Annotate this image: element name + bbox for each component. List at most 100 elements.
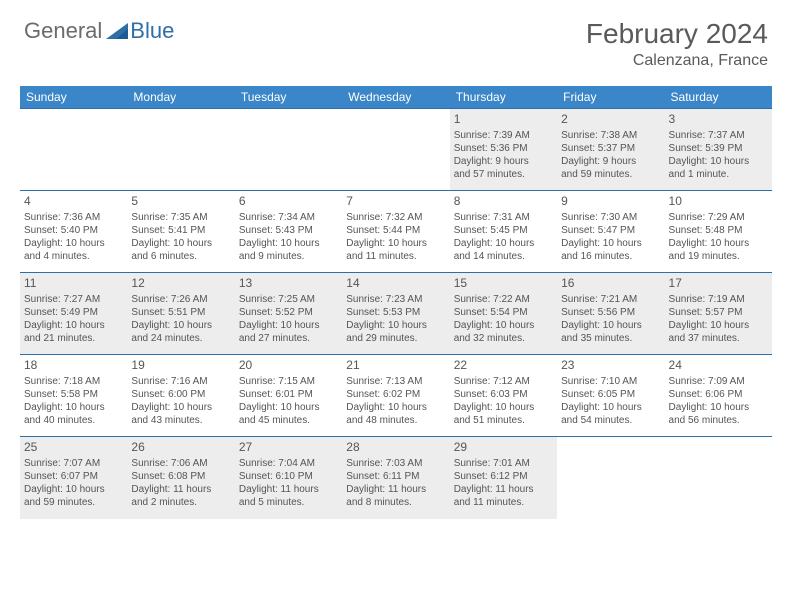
day-header: Wednesday [342,86,449,109]
title-block: February 2024 Calenzana, France [586,18,768,70]
calendar-day-cell: 14Sunrise: 7:23 AMSunset: 5:53 PMDayligh… [342,273,449,355]
sunrise-text: Sunrise: 7:16 AM [131,375,230,388]
day-number: 16 [561,276,660,292]
day-number: 4 [24,194,123,210]
daylight-text: Daylight: 10 hours [131,237,230,250]
calendar-day-cell: 27Sunrise: 7:04 AMSunset: 6:10 PMDayligh… [235,437,342,519]
daylight-text: Daylight: 10 hours [131,401,230,414]
calendar-day-cell: 4Sunrise: 7:36 AMSunset: 5:40 PMDaylight… [20,191,127,273]
day-header: Sunday [20,86,127,109]
sunset-text: Sunset: 5:36 PM [454,142,553,155]
daylight-text: Daylight: 10 hours [454,401,553,414]
calendar-day-cell [127,109,234,191]
daylight-text: Daylight: 9 hours [454,155,553,168]
calendar-day-cell: 18Sunrise: 7:18 AMSunset: 5:58 PMDayligh… [20,355,127,437]
daylight-text: Daylight: 10 hours [346,401,445,414]
sunrise-text: Sunrise: 7:30 AM [561,211,660,224]
calendar-day-cell: 25Sunrise: 7:07 AMSunset: 6:07 PMDayligh… [20,437,127,519]
sunrise-text: Sunrise: 7:35 AM [131,211,230,224]
daylight-text: Daylight: 11 hours [346,483,445,496]
sunset-text: Sunset: 5:44 PM [346,224,445,237]
day-number: 19 [131,358,230,374]
daylight-text: and 24 minutes. [131,332,230,345]
calendar-day-cell: 3Sunrise: 7:37 AMSunset: 5:39 PMDaylight… [665,109,772,191]
day-number: 3 [669,112,768,128]
logo-triangle-icon [106,21,128,41]
daylight-text: and 27 minutes. [239,332,338,345]
calendar-day-cell: 17Sunrise: 7:19 AMSunset: 5:57 PMDayligh… [665,273,772,355]
calendar-day-cell: 2Sunrise: 7:38 AMSunset: 5:37 PMDaylight… [557,109,664,191]
daylight-text: Daylight: 10 hours [669,401,768,414]
sunset-text: Sunset: 5:56 PM [561,306,660,319]
day-header: Monday [127,86,234,109]
calendar-week-row: 18Sunrise: 7:18 AMSunset: 5:58 PMDayligh… [20,355,772,437]
sunset-text: Sunset: 5:49 PM [24,306,123,319]
calendar-day-cell: 15Sunrise: 7:22 AMSunset: 5:54 PMDayligh… [450,273,557,355]
daylight-text: and 37 minutes. [669,332,768,345]
sunset-text: Sunset: 5:53 PM [346,306,445,319]
calendar-day-cell [342,109,449,191]
calendar-day-cell: 21Sunrise: 7:13 AMSunset: 6:02 PMDayligh… [342,355,449,437]
daylight-text: and 35 minutes. [561,332,660,345]
calendar-day-cell: 5Sunrise: 7:35 AMSunset: 5:41 PMDaylight… [127,191,234,273]
sunset-text: Sunset: 5:52 PM [239,306,338,319]
calendar-day-cell: 7Sunrise: 7:32 AMSunset: 5:44 PMDaylight… [342,191,449,273]
day-number: 2 [561,112,660,128]
daylight-text: Daylight: 10 hours [346,319,445,332]
day-number: 21 [346,358,445,374]
calendar-table: Sunday Monday Tuesday Wednesday Thursday… [20,86,772,519]
day-number: 17 [669,276,768,292]
calendar-day-cell: 9Sunrise: 7:30 AMSunset: 5:47 PMDaylight… [557,191,664,273]
calendar-day-cell: 8Sunrise: 7:31 AMSunset: 5:45 PMDaylight… [450,191,557,273]
daylight-text: Daylight: 10 hours [454,237,553,250]
sunrise-text: Sunrise: 7:34 AM [239,211,338,224]
sunset-text: Sunset: 6:03 PM [454,388,553,401]
daylight-text: and 57 minutes. [454,168,553,181]
sunset-text: Sunset: 6:01 PM [239,388,338,401]
sunrise-text: Sunrise: 7:36 AM [24,211,123,224]
calendar-day-cell: 22Sunrise: 7:12 AMSunset: 6:03 PMDayligh… [450,355,557,437]
calendar-day-cell: 13Sunrise: 7:25 AMSunset: 5:52 PMDayligh… [235,273,342,355]
calendar-day-cell [20,109,127,191]
daylight-text: Daylight: 10 hours [669,237,768,250]
day-number: 14 [346,276,445,292]
daylight-text: Daylight: 10 hours [669,319,768,332]
daylight-text: and 14 minutes. [454,250,553,263]
sunrise-text: Sunrise: 7:27 AM [24,293,123,306]
sunrise-text: Sunrise: 7:04 AM [239,457,338,470]
day-number: 26 [131,440,230,456]
daylight-text: and 16 minutes. [561,250,660,263]
calendar-day-cell: 6Sunrise: 7:34 AMSunset: 5:43 PMDaylight… [235,191,342,273]
sunset-text: Sunset: 5:37 PM [561,142,660,155]
day-number: 29 [454,440,553,456]
sunset-text: Sunset: 6:06 PM [669,388,768,401]
daylight-text: and 40 minutes. [24,414,123,427]
day-number: 6 [239,194,338,210]
calendar-day-cell: 23Sunrise: 7:10 AMSunset: 6:05 PMDayligh… [557,355,664,437]
day-number: 27 [239,440,338,456]
calendar-day-cell: 1Sunrise: 7:39 AMSunset: 5:36 PMDaylight… [450,109,557,191]
sunrise-text: Sunrise: 7:25 AM [239,293,338,306]
calendar-day-cell: 29Sunrise: 7:01 AMSunset: 6:12 PMDayligh… [450,437,557,519]
daylight-text: and 54 minutes. [561,414,660,427]
day-number: 11 [24,276,123,292]
daylight-text: and 48 minutes. [346,414,445,427]
sunrise-text: Sunrise: 7:21 AM [561,293,660,306]
daylight-text: and 5 minutes. [239,496,338,509]
calendar-day-cell: 24Sunrise: 7:09 AMSunset: 6:06 PMDayligh… [665,355,772,437]
sunrise-text: Sunrise: 7:01 AM [454,457,553,470]
day-number: 7 [346,194,445,210]
day-header: Saturday [665,86,772,109]
sunset-text: Sunset: 5:39 PM [669,142,768,155]
daylight-text: Daylight: 11 hours [454,483,553,496]
sunrise-text: Sunrise: 7:03 AM [346,457,445,470]
sunrise-text: Sunrise: 7:29 AM [669,211,768,224]
day-number: 15 [454,276,553,292]
daylight-text: and 29 minutes. [346,332,445,345]
daylight-text: Daylight: 10 hours [454,319,553,332]
day-number: 1 [454,112,553,128]
daylight-text: Daylight: 10 hours [24,483,123,496]
sunrise-text: Sunrise: 7:13 AM [346,375,445,388]
daylight-text: and 19 minutes. [669,250,768,263]
sunset-text: Sunset: 6:07 PM [24,470,123,483]
